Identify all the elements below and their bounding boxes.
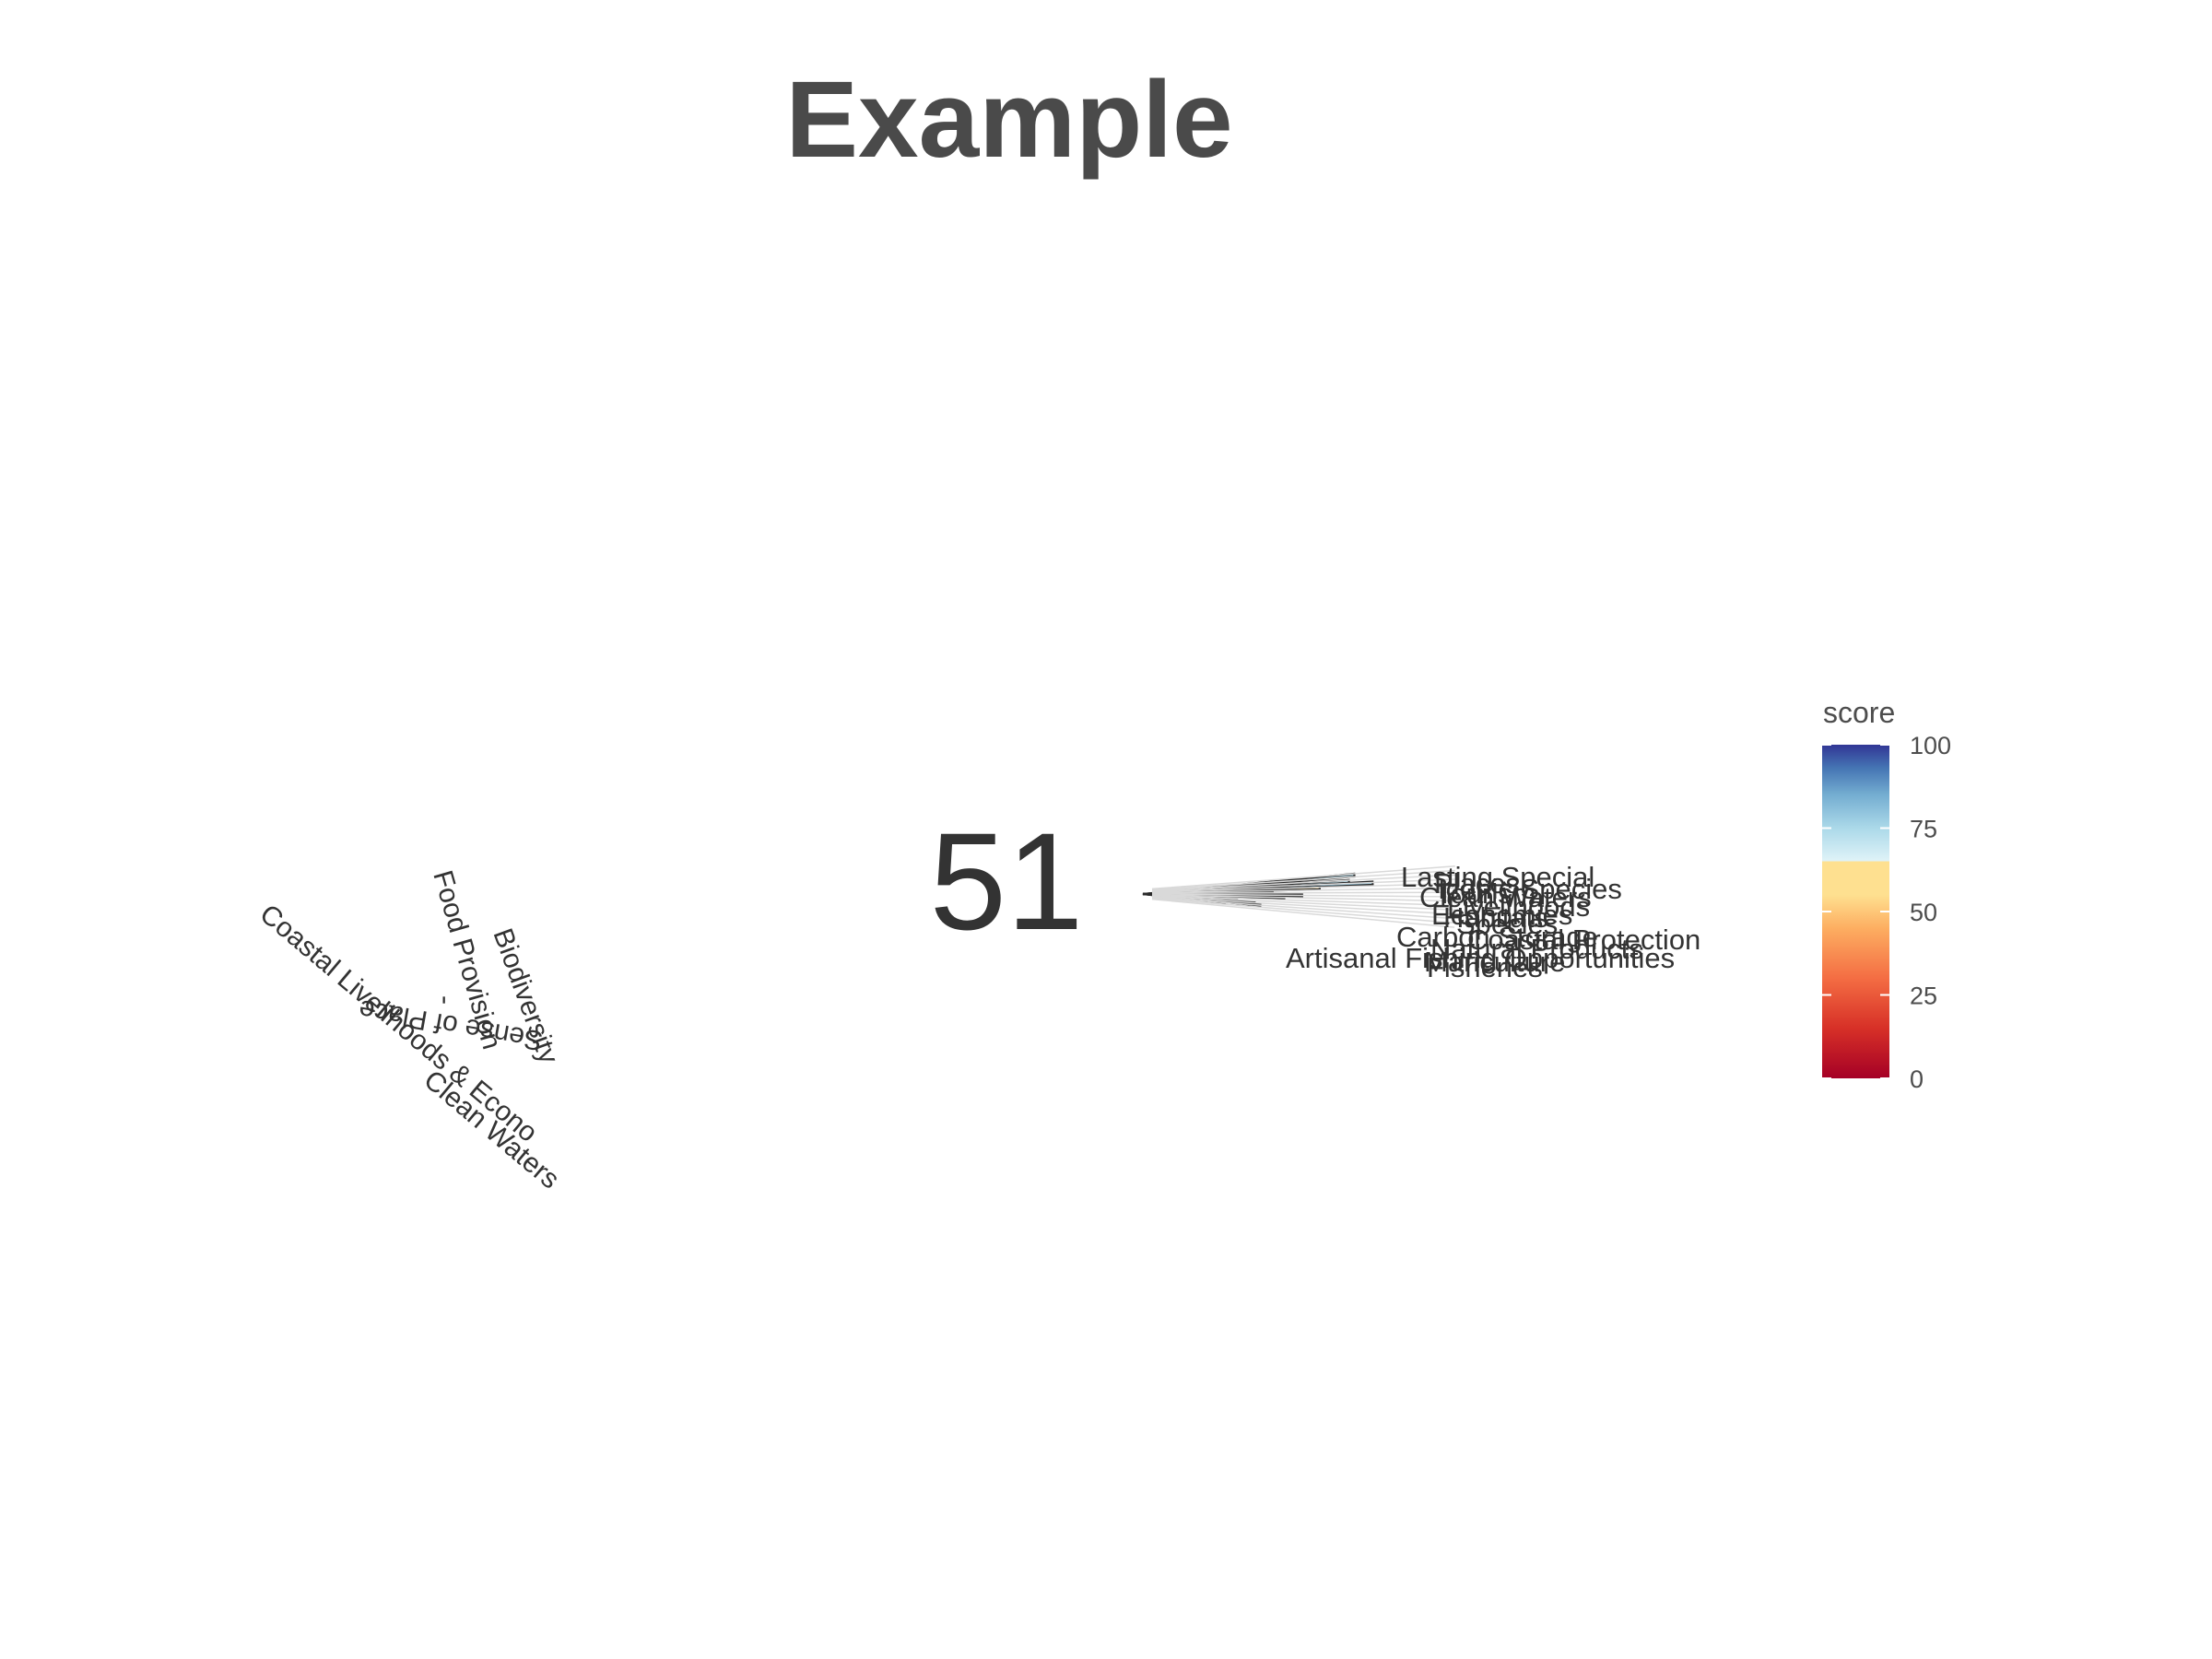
petal-label: Livelihoods	[1447, 890, 1590, 923]
leader-line	[1151, 865, 1455, 890]
petal-label: Habitats	[1443, 901, 1548, 934]
colorbar-tick-label: 25	[1910, 982, 1937, 1010]
petal-label: Carbon Storage	[1396, 921, 1598, 953]
goal-labels: Coastal Livelihoods & EconoBiodiversityF…	[254, 867, 566, 1195]
petal-label: Places	[1434, 867, 1520, 900]
petal-label: Iconic Species	[1438, 873, 1622, 905]
colorbar-tick-label: 50	[1910, 899, 1937, 926]
leader-line	[1151, 893, 1457, 898]
petal-label: Clean Waters	[1419, 881, 1592, 913]
colorbar-tick-label: 0	[1910, 1065, 1924, 1093]
colorbar-ticks: 0 25 50 75 100	[1822, 732, 1951, 1093]
leader-line	[1151, 878, 1456, 892]
petal-label: Economies	[1431, 899, 1572, 931]
center-score: 51	[930, 804, 1084, 959]
petal-label: Natural Products	[1430, 933, 1643, 965]
label-leaders	[1151, 865, 1457, 928]
leader-line	[1151, 891, 1457, 894]
colorbar-ramp	[1822, 745, 1889, 1078]
leader-line	[1151, 894, 1456, 902]
leader-line	[1151, 869, 1456, 890]
leader-line	[1151, 887, 1456, 894]
colorbar-tick-label: 100	[1910, 732, 1951, 759]
colorbar-tick-label: 75	[1910, 816, 1937, 843]
chart-title: Example	[785, 59, 1232, 181]
leader-line	[1151, 896, 1456, 915]
leader-line	[1151, 874, 1456, 891]
petal-label: Lasting Special	[1401, 861, 1594, 893]
colorbar-title: score	[1823, 696, 1895, 729]
petal-label: Species	[1456, 908, 1558, 940]
goal-label: -	[430, 995, 461, 1005]
leader-line	[1151, 895, 1456, 911]
leader-line	[1151, 898, 1455, 924]
petal-label: Tourism	[1436, 877, 1536, 910]
leader-line	[1151, 894, 1456, 907]
petal-label: Fisheries	[1427, 951, 1543, 983]
colorbar: score 0 25 50 75 100	[1822, 696, 1951, 1093]
leader-line	[1151, 882, 1456, 893]
leader-line	[1151, 898, 1455, 928]
leader-line	[1151, 897, 1456, 920]
petal-label: Coastal Protection	[1467, 924, 1700, 956]
petal-label: Artisanal Fishing Opportunities	[1286, 942, 1675, 974]
petal-label: Mariculture	[1424, 946, 1565, 978]
